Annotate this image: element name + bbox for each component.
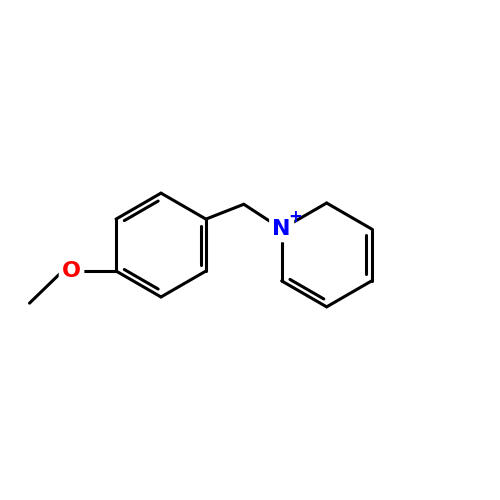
Text: +: + [288,208,302,226]
Text: O: O [62,261,81,281]
Text: N: N [272,219,291,239]
